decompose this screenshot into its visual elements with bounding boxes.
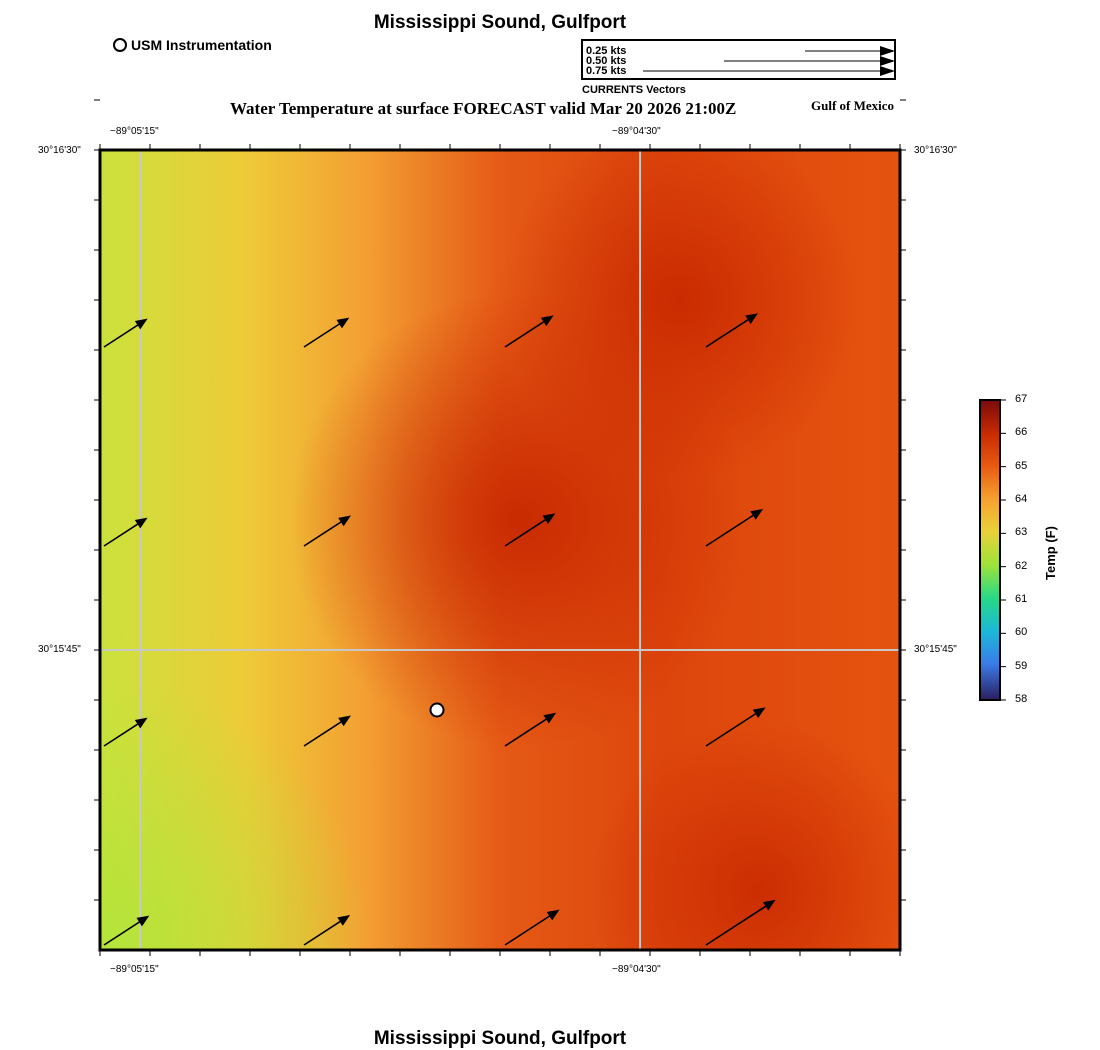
lon-tick-bottom-2: −89°04'30" (612, 964, 661, 975)
colorbar (979, 399, 1006, 701)
current-vector-arrow (103, 717, 148, 747)
current-vector-arrow (504, 513, 556, 547)
map-title: Mississippi Sound, Gulfport (373, 12, 627, 33)
current-vector-arrow (705, 707, 766, 747)
instrument-site-marker[interactable] (429, 702, 445, 718)
vector-scale-label-075: 0.75 kts (586, 65, 627, 77)
instrumentation-legend: USM Instrumentation (113, 37, 272, 53)
vector-scale-label-025: 0.25 kts (586, 45, 627, 57)
vector-scale-box: 0.25 kts 0.50 kts 0.75 kts (581, 39, 896, 80)
colorbar-tick-label: 63 (1015, 526, 1028, 539)
colorbar-gradient (979, 399, 1001, 701)
colorbar-tick-label: 64 (1015, 493, 1028, 505)
scale-arrow-025 (880, 46, 894, 56)
graticule (100, 150, 900, 950)
current-vector-arrow (103, 318, 148, 348)
current-vector-arrow (705, 508, 764, 547)
vector-caption: CURRENTS Vectors (582, 84, 686, 96)
current-vector-arrow (504, 909, 560, 946)
lon-tick-top-1: −89°05'15" (110, 126, 159, 137)
current-vector-arrow (103, 915, 150, 946)
current-vector-arrow (705, 313, 758, 348)
scale-arrow-075 (880, 66, 894, 76)
current-vectors (103, 313, 776, 946)
footer-title: Mississippi Sound, Gulfport (373, 1028, 627, 1049)
lon-tick-top-2: −89°04'30" (612, 126, 661, 137)
colorbar-title: Temp (F) (1043, 526, 1058, 580)
instrument-circle-icon (113, 38, 127, 52)
map-subtitle: Water Temperature at surface FORECAST va… (230, 99, 737, 118)
instrumentation-label: USM Instrumentation (131, 37, 272, 53)
colorbar-tick-label: 67 (1015, 393, 1028, 405)
colorbar-tick-label: 62 (1015, 559, 1028, 572)
current-vector-arrow (504, 712, 557, 747)
current-vector-arrow (705, 899, 776, 946)
current-vector-arrow (303, 915, 351, 946)
colorbar-tick-label: 66 (1015, 426, 1028, 439)
lat-tick-right-1: 30°16'30" (914, 145, 957, 156)
scale-arrow-050 (880, 56, 894, 66)
colorbar-tick-label: 59 (1015, 659, 1028, 672)
lat-tick-right-2: 30°15'45" (914, 644, 957, 655)
current-vector-arrow (504, 315, 554, 348)
lat-tick-left-1: 30°16'30" (38, 145, 81, 156)
lat-tick-left-2: 30°15'45" (38, 644, 81, 655)
colorbar-tick-label: 60 (1015, 626, 1028, 639)
colorbar-tick-label: 61 (1015, 593, 1028, 605)
vector-scale-label-050: 0.50 kts (586, 55, 627, 67)
current-vector-arrow (303, 515, 351, 547)
frame-ticks (94, 99, 906, 956)
lon-tick-bottom-1: −89°05'15" (110, 964, 159, 975)
colorbar-tick-label: 58 (1015, 693, 1028, 705)
current-vector-arrow (303, 317, 350, 348)
colorbar-tick-label: 65 (1015, 459, 1028, 472)
current-vector-arrow (303, 715, 351, 747)
region-label: Gulf of Mexico (811, 98, 895, 113)
current-vector-arrow (103, 517, 148, 547)
vector-scale-arrows (643, 46, 894, 76)
